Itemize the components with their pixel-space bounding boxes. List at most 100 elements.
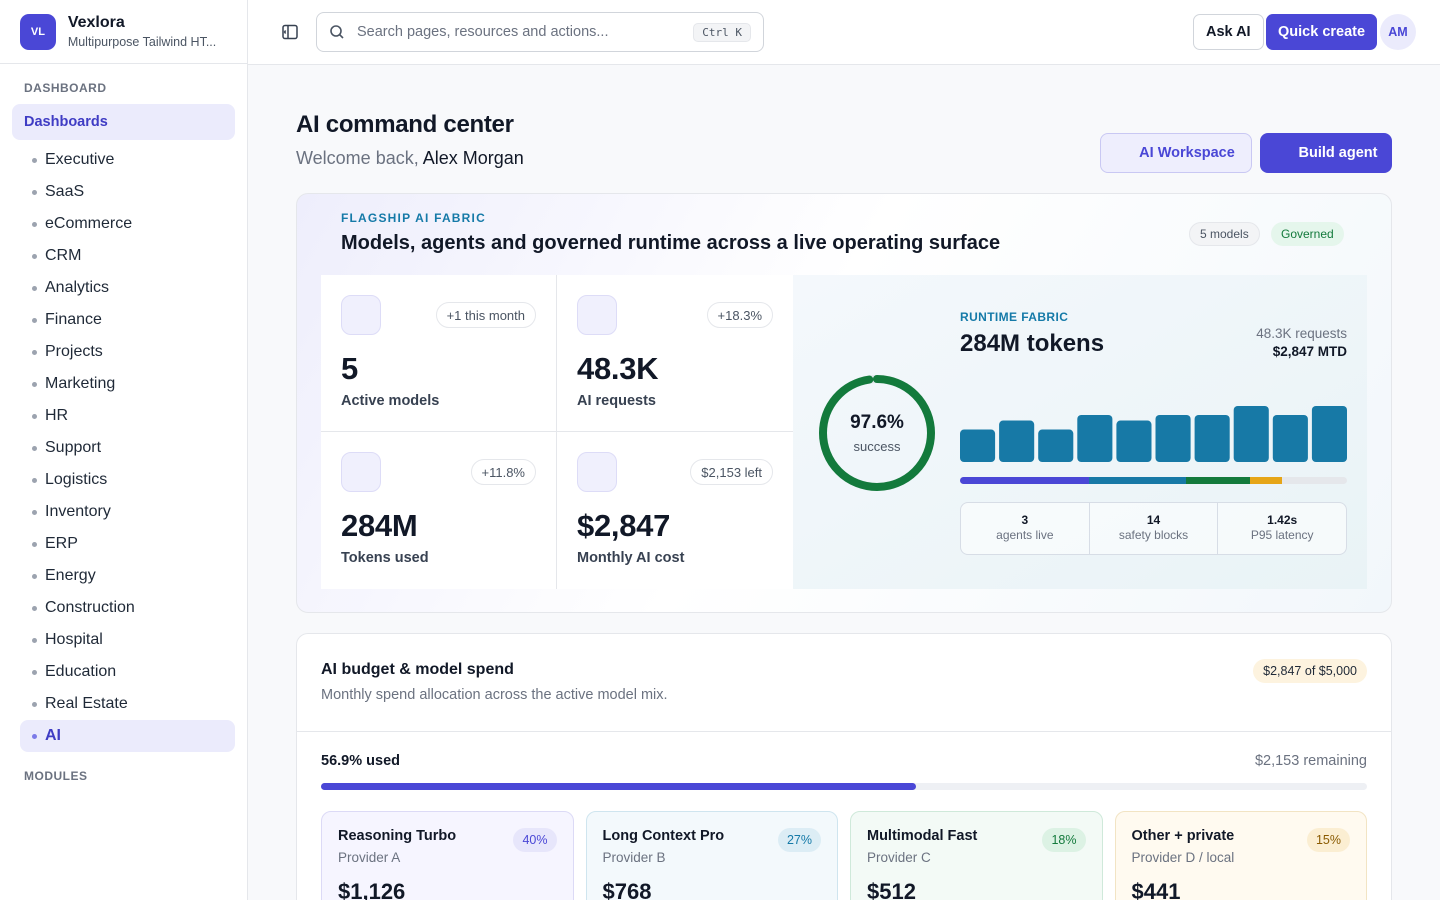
avatar[interactable]: AM xyxy=(1380,14,1416,50)
sidebar-item-label: CRM xyxy=(45,247,82,264)
bullet-dot-icon xyxy=(32,381,37,387)
section-label-dashboard: DASHBOARD xyxy=(24,81,107,95)
sidebar-item-crm[interactable]: CRM xyxy=(20,240,235,272)
sidebar-nav: Executive SaaS eCommerce CRM Analytics Financ… xyxy=(20,144,235,752)
main-content: AI command center Welcome back, Alex Mor… xyxy=(248,65,1440,900)
sidebar-item-label: HR xyxy=(45,407,69,424)
budget-card: AI budget & model spend Monthly spend al… xyxy=(296,633,1392,900)
model-spend: $768 xyxy=(602,879,652,900)
sidebar-item-label: Projects xyxy=(45,343,103,360)
stat-value: 284M xyxy=(341,508,418,543)
sidebar-item-label: Energy xyxy=(45,567,96,584)
search-placeholder: Search pages, resources and actions... xyxy=(357,24,609,40)
mini-stat: 3 agents live xyxy=(961,503,1090,554)
mini-stat-value: 3 xyxy=(1021,513,1029,527)
sidebar-item-logistics[interactable]: Logistics xyxy=(20,464,235,496)
sidebar-item-ai[interactable]: AI xyxy=(20,720,235,752)
sidebar-item-marketing[interactable]: Marketing xyxy=(20,368,235,400)
sidebar-item-label: Marketing xyxy=(45,375,116,392)
sidebar-item-executive[interactable]: Executive xyxy=(20,144,235,176)
stat-label: AI requests xyxy=(577,393,656,409)
bullet-dot-icon xyxy=(32,253,37,259)
ask-ai-button[interactable]: Ask AI xyxy=(1193,14,1264,50)
stat-badge: +1 this month xyxy=(435,302,536,328)
bullet-dot-icon xyxy=(32,637,37,643)
segment xyxy=(1185,477,1251,484)
bullet-dot-icon xyxy=(32,669,37,675)
usage-bar xyxy=(999,420,1035,462)
bullet-dot-icon xyxy=(32,317,37,323)
stat-badge: $2,153 left xyxy=(690,459,773,485)
sidebar-item-finance[interactable]: Finance xyxy=(20,304,235,336)
brand-name: Vexlora xyxy=(67,13,125,31)
sidebar-item-label: AI xyxy=(45,727,61,744)
sidebar-item-label: Inventory xyxy=(45,503,111,520)
sidebar-item-inventory[interactable]: Inventory xyxy=(20,496,235,528)
model-name: Long Context Pro xyxy=(602,828,725,844)
segment xyxy=(1250,477,1283,484)
quick-create-button[interactable]: Quick create xyxy=(1266,14,1378,50)
model-spend-card[interactable]: Multimodal Fast Provider C $512 18% xyxy=(850,811,1103,900)
budget-used: 56.9% used xyxy=(321,753,400,769)
mini-stat-label: agents live xyxy=(996,528,1054,542)
budget-progress xyxy=(321,783,1367,790)
sidebar-item-label: Analytics xyxy=(45,279,110,296)
stat-label: Tokens used xyxy=(341,550,429,566)
stat-value: $2,847 xyxy=(577,508,671,543)
usage-bar xyxy=(1116,420,1152,462)
sidebar-item-ecommerce[interactable]: eCommerce xyxy=(20,208,235,240)
success-ring xyxy=(819,375,935,491)
requests-icon xyxy=(577,295,617,335)
model-provider: Provider A xyxy=(338,850,401,865)
segment xyxy=(1088,477,1186,484)
sidebar: VL Vexlora Multipurpose Tailwind HT... D… xyxy=(0,0,248,900)
search-input[interactable]: Search pages, resources and actions... C… xyxy=(316,12,764,52)
divider xyxy=(297,731,1391,732)
sidebar-group-dashboards[interactable]: Dashboards xyxy=(12,104,235,140)
bullet-dot-icon xyxy=(32,509,37,515)
sidebar-item-construction[interactable]: Construction xyxy=(20,592,235,624)
ai-workspace-button[interactable]: AI Workspace xyxy=(1100,133,1252,173)
model-name: Reasoning Turbo xyxy=(338,828,457,844)
bullet-dot-icon xyxy=(32,733,37,739)
sidebar-item-energy[interactable]: Energy xyxy=(20,560,235,592)
sidebar-item-education[interactable]: Education xyxy=(20,656,235,688)
model-spend-card[interactable]: Other + private Provider D / local $441 15% xyxy=(1114,811,1367,900)
usage-bar xyxy=(960,429,996,462)
sidebar-item-hr[interactable]: HR xyxy=(20,400,235,432)
mini-stat-label: safety blocks xyxy=(1118,528,1189,542)
sidebar-item-hospital[interactable]: Hospital xyxy=(20,624,235,656)
sidebar-item-erp[interactable]: ERP xyxy=(20,528,235,560)
runtime-eyebrow: RUNTIME FABRIC xyxy=(960,310,1069,324)
sidebar-item-saas[interactable]: SaaS xyxy=(20,176,235,208)
success-rate: 97.6% xyxy=(850,412,904,433)
model-spend-card[interactable]: Long Context Pro Provider B $768 27% xyxy=(585,811,838,900)
flagship-card: FLAGSHIP AI FABRIC Models, agents and go… xyxy=(296,193,1392,613)
success-label: success xyxy=(853,439,901,454)
model-name: Other + private xyxy=(1131,828,1235,844)
welcome-text: Welcome back, Alex Morgan xyxy=(296,148,524,169)
usage-bar xyxy=(1038,429,1074,462)
usage-bar xyxy=(1155,414,1191,462)
model-spend: $512 xyxy=(867,879,916,900)
sidebar-item-real-estate[interactable]: Real Estate xyxy=(20,688,235,720)
model-name: Multimodal Fast xyxy=(867,828,978,844)
budget-remaining: $2,153 remaining xyxy=(1254,753,1367,769)
sidebar-item-label: Logistics xyxy=(45,471,108,488)
user-name: Alex Morgan xyxy=(422,148,524,168)
sidebar-item-label: Construction xyxy=(45,599,135,616)
runtime-mtd: $2,847 MTD xyxy=(1272,344,1347,359)
welcome-prefix: Welcome back, xyxy=(296,148,419,168)
sidebar-toggle-icon[interactable] xyxy=(280,22,300,42)
stat-label: Monthly AI cost xyxy=(577,550,685,566)
sidebar-item-projects[interactable]: Projects xyxy=(20,336,235,368)
sidebar-item-label: Education xyxy=(45,663,117,680)
sidebar-item-analytics[interactable]: Analytics xyxy=(20,272,235,304)
model-spend-card[interactable]: Reasoning Turbo Provider A $1,126 40% xyxy=(321,811,574,900)
build-agent-button[interactable]: Build agent xyxy=(1260,133,1392,173)
search-shortcut: Ctrl K xyxy=(693,22,751,42)
flagship-title: Models, agents and governed runtime acro… xyxy=(341,232,1001,254)
bullet-dot-icon xyxy=(32,157,37,163)
sidebar-item-support[interactable]: Support xyxy=(20,432,235,464)
brand[interactable]: VL Vexlora Multipurpose Tailwind HT... xyxy=(0,0,247,64)
